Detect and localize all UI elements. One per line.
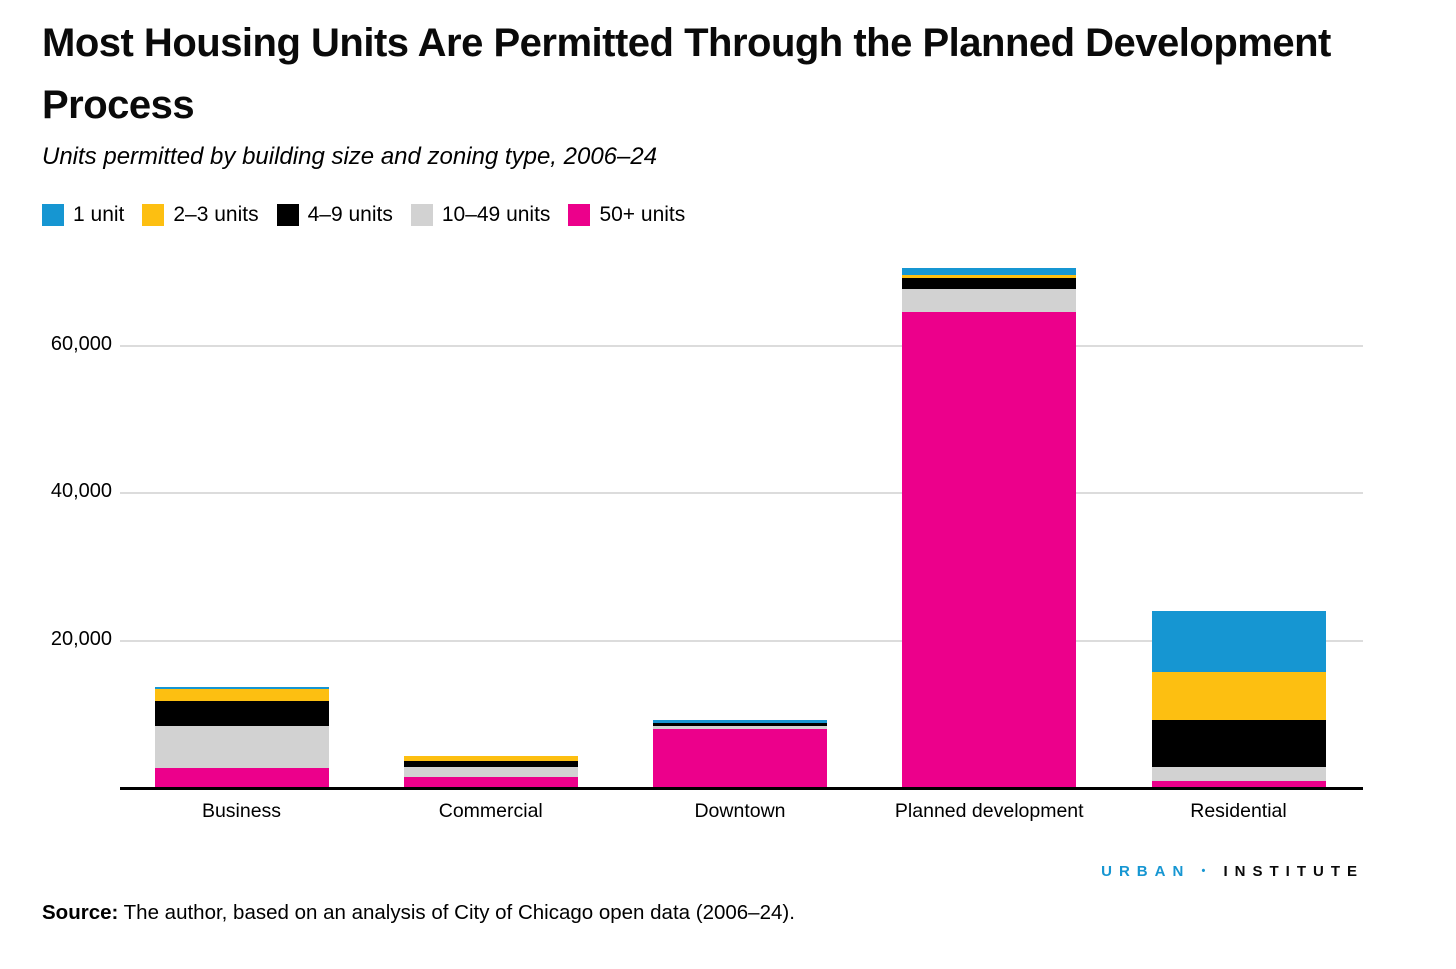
bar-segment-business [154,726,329,769]
legend-swatch-icon [410,204,433,226]
legend-item-label: 4–9 units [307,203,393,226]
legend-item-label: 2–3 units [173,203,259,226]
legend: 1 unit 2–3 units 4–9 units 10–49 units 50+ u… [42,203,685,227]
bar-segment-business [154,768,329,788]
y-axis-tick-label: 20,000 [50,627,112,650]
bar-segment-residential [1151,672,1326,721]
bar-segment-residential [1151,720,1326,767]
source-text: The author, based on an analysis of City… [118,901,795,924]
bar-segment-commercial [403,776,578,788]
bar-segment-commercial [403,756,578,761]
bar-segment-planned-development [902,268,1077,276]
source-note: Source: The author, based on an analysis… [42,901,795,925]
bar-segment-downtown [653,726,827,729]
x-axis-category-label: Commercial [438,800,543,822]
gridline-60,000 [120,344,1363,347]
bar-segment-commercial [403,760,578,768]
bar-segment-commercial [403,767,578,777]
bar-segment-business [154,700,329,727]
bar-segment-business [154,689,329,701]
bar-segment-residential [1151,766,1326,782]
bar-segment-planned-development [902,311,1077,788]
legend-item-10-49-units: 10–49 units [410,203,551,227]
bar-segment-planned-development [902,278,1077,290]
legend-item-1-unit: 1 unit [42,203,124,227]
bar-segment-residential [1151,781,1326,788]
legend-item-label: 10–49 units [441,203,551,226]
x-axis-line [120,787,1363,790]
y-axis-tick-label: 40,000 [50,480,112,502]
bar-segment-planned-development [902,289,1077,312]
legend-item-label: 50+ units [599,203,686,226]
bar-segment-downtown [653,720,827,724]
logo-institute-text: INSTITUTE [1223,863,1364,880]
chart-title: Most Housing Units Are Permitted Through… [42,21,1331,127]
bar-segment-business [154,686,329,690]
gridline-40,000 [120,492,1363,494]
x-axis-category-label: Business [201,800,282,822]
x-axis-category-label: Downtown [694,800,786,822]
legend-item-4-9-units: 4–9 units [276,203,393,227]
legend-item-label: 1 unit [73,203,125,226]
urban-institute-logo: URBAN • INSTITUTE [1101,863,1364,880]
legend-swatch-icon [42,204,64,226]
chart-subtitle: Units permitted by building size and zon… [42,143,658,170]
legend-item-50-units: 50+ units [568,203,685,227]
bar-segment-downtown [653,729,827,788]
legend-swatch-icon [568,204,591,226]
y-axis-tick-label: 60,000 [50,332,112,355]
gridline-20,000 [120,639,1363,642]
bar-segment-residential [1151,611,1326,673]
logo-dot-icon: • [1201,865,1213,877]
logo-urban-text: URBAN [1101,863,1191,880]
x-axis-category-label: Planned development [894,800,1084,822]
x-axis-category-label: Residential [1190,800,1287,822]
legend-swatch-icon [276,204,299,226]
bar-segment-downtown [653,723,827,727]
source-label: Source: [42,901,119,924]
bar-segment-planned-development [902,275,1077,279]
legend-swatch-icon [142,204,165,226]
legend-item-2-3-units: 2–3 units [142,203,259,227]
